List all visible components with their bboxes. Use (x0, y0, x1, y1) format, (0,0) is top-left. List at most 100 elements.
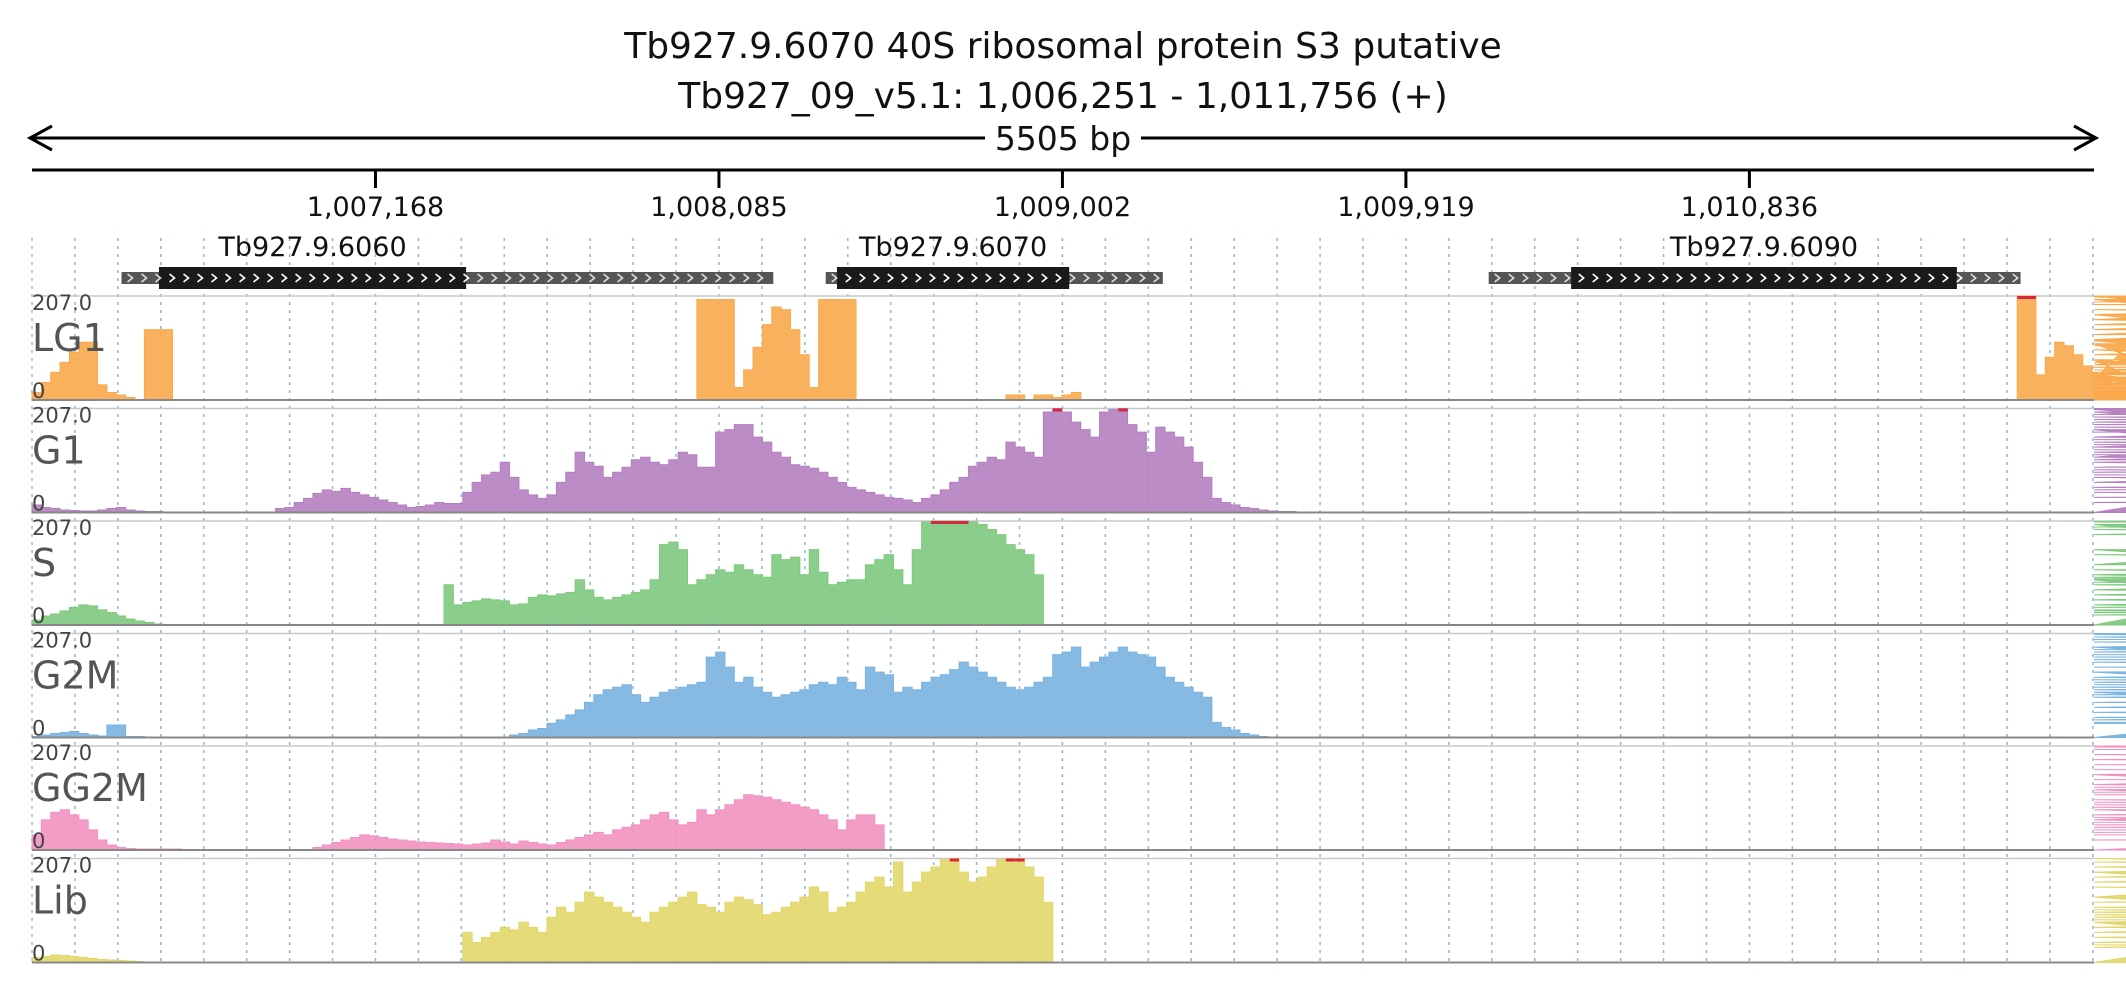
strand-arrow (1027, 273, 1034, 283)
clip-marker (940, 521, 950, 524)
track-ymin-label: 0 (32, 717, 45, 741)
track-name: G1 (32, 429, 86, 473)
clip-marker (930, 521, 941, 524)
strand-arrow (603, 273, 610, 283)
strand-arrow (1648, 273, 1655, 283)
strand-arrow (323, 273, 330, 283)
strand-arrow (1718, 273, 1725, 283)
strand-arrow (169, 273, 176, 283)
strand-arrow (1914, 273, 1921, 283)
strand-arrow (211, 273, 218, 283)
strand-arrow (155, 273, 162, 283)
strand-arrow (1013, 273, 1020, 283)
clip-marker (1052, 408, 1063, 412)
strand-arrow (1041, 273, 1048, 283)
track-lib: 207.0 0 Lib (31, 854, 2126, 966)
strand-arrow (631, 273, 638, 283)
strand-arrow (547, 273, 554, 283)
strand-arrow (1858, 273, 1865, 283)
track-ymin-label: 0 (32, 492, 45, 516)
strand-arrow (1564, 273, 1571, 283)
strand-arrow (575, 273, 582, 283)
strand-arrow (1125, 273, 1132, 283)
strand-arrow (729, 273, 736, 283)
coverage-area (31, 408, 2126, 513)
strand-arrow (1069, 273, 1076, 283)
ruler-tick-label: 1,008,085 (650, 192, 787, 223)
strand-arrow (225, 273, 232, 283)
ruler-tick-label: 1,010,836 (1681, 192, 1818, 223)
clip-marker (1118, 408, 1128, 412)
track-ymax-label: 207.0 (32, 404, 92, 428)
strand-arrow (859, 273, 866, 283)
track-ymax-label: 207.0 (32, 516, 92, 540)
track-g2m: 207.0 0 G2M (31, 629, 2126, 741)
strand-arrow (253, 273, 260, 283)
strand-arrow (1083, 273, 1090, 283)
strand-arrow (1956, 273, 1963, 283)
strand-arrow (715, 273, 722, 283)
strand-arrow (1844, 273, 1851, 283)
strand-arrow (267, 273, 274, 283)
strand-arrow (1970, 273, 1977, 283)
track-ymin-label: 0 (32, 942, 45, 966)
strand-arrow (1578, 273, 1585, 283)
strand-arrow (141, 273, 148, 283)
span-indicator: 5505 bp (26, 119, 2100, 158)
strand-arrow (1153, 273, 1160, 283)
clip-marker (949, 858, 960, 862)
strand-arrow (1606, 273, 1613, 283)
strand-arrow (985, 273, 992, 283)
strand-arrow (1550, 273, 1557, 283)
ruler-tick-label: 1,007,168 (307, 192, 444, 223)
track-lg1: 207.0 0 LG1 (31, 291, 2126, 403)
strand-arrow (435, 273, 442, 283)
clip-marker (2026, 296, 2036, 299)
gene-cds (836, 267, 1070, 289)
ruler-tick-label: 1,009,919 (1337, 192, 1474, 223)
strand-arrow (1802, 273, 1809, 283)
strand-arrow (379, 273, 386, 283)
strand-arrow (645, 273, 652, 283)
clip-marker (2017, 296, 2027, 299)
strand-arrow (1111, 273, 1118, 283)
gene-label: Tb927.9.6090 (1669, 232, 1858, 263)
strand-arrow (999, 273, 1006, 283)
strand-arrow (1494, 273, 1501, 283)
coverage-area (31, 633, 2126, 738)
track-name: Lib (32, 879, 88, 923)
track-ymax-label: 207.0 (32, 291, 92, 315)
strand-arrow (1592, 273, 1599, 283)
strand-arrow (365, 273, 372, 283)
strand-arrow (239, 273, 246, 283)
strand-arrow (1139, 273, 1146, 283)
strand-arrow (1998, 273, 2005, 283)
strand-arrow (915, 273, 922, 283)
clip-marker (949, 521, 960, 524)
strand-arrow (929, 273, 936, 283)
gridlines (31, 238, 2094, 962)
strand-arrow (393, 273, 400, 283)
strand-arrow (845, 273, 852, 283)
strand-arrow (971, 273, 978, 283)
strand-arrow (183, 273, 190, 283)
strand-arrow (957, 273, 964, 283)
strand-arrow (197, 273, 204, 283)
ruler-ticks: 1,007,168 1,008,085 1,009,002 1,009,919 1,01… (307, 170, 1818, 223)
track-ymax-label: 207.0 (32, 854, 92, 878)
gene-label: Tb927.9.6070 (858, 232, 1047, 263)
coverage-area (31, 858, 2126, 963)
strand-arrow (1942, 273, 1949, 283)
gene-track: Tb927.9.6060 Tb927.9.6070 Tb927.9.6090 (121, 232, 2021, 289)
strand-arrow (1676, 273, 1683, 283)
strand-arrow (1816, 273, 1823, 283)
strand-arrow (901, 273, 908, 283)
strand-arrow (519, 273, 526, 283)
strand-arrow (1097, 273, 1104, 283)
strand-arrow (743, 273, 750, 283)
strand-arrow (1704, 273, 1711, 283)
strand-arrow (1760, 273, 1767, 283)
coverage-tracks: 207.00LG1207.00G1207.00S207.00G2M207.00G… (31, 291, 2126, 966)
strand-arrow (491, 273, 498, 283)
strand-arrow (1536, 273, 1543, 283)
